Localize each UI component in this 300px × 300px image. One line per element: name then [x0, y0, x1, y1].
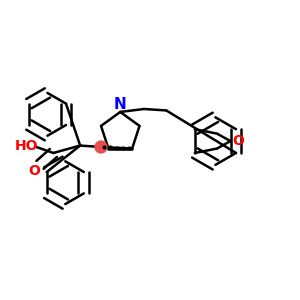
Circle shape: [95, 141, 107, 153]
Text: O: O: [232, 134, 244, 148]
Text: N: N: [114, 97, 127, 112]
Text: O: O: [28, 164, 40, 178]
Text: HO: HO: [14, 139, 38, 152]
